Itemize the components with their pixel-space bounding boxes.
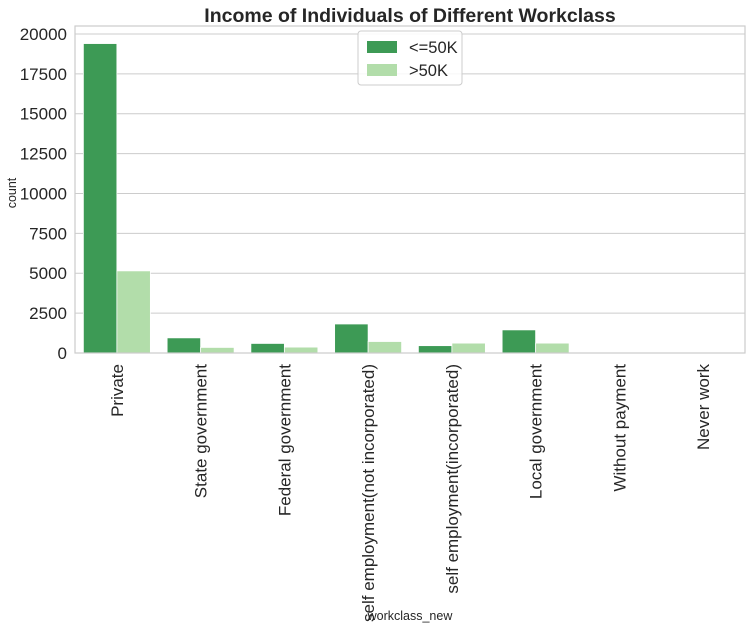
x-tick-label: Without payment: [610, 364, 629, 492]
y-tick-label: 20000: [20, 25, 67, 44]
bars: [82, 43, 704, 354]
legend: <=50K >50K: [357, 30, 463, 86]
y-axis-ticks: 0 2500 5000 7500 10000 12500 15000 17500 20000: [20, 25, 67, 363]
y-tick-label: 2500: [29, 304, 67, 323]
chart-title: Income of Individuals of Different Workc…: [204, 5, 616, 27]
legend-swatch-le50k: [367, 41, 397, 53]
y-axis-label: count: [5, 177, 19, 208]
bar-gt50k: [451, 342, 486, 354]
legend-label-gt50k: >50K: [409, 62, 448, 80]
y-tick-label: 0: [58, 344, 67, 363]
x-tick-label: self employment(not incorporated): [359, 364, 378, 622]
legend-swatch-gt50k: [367, 64, 397, 76]
x-tick-label: State government: [192, 364, 211, 498]
y-tick-label: 15000: [20, 105, 67, 124]
bar-le50k: [82, 43, 118, 354]
y-tick-label: 5000: [29, 264, 67, 283]
y-tick-label: 10000: [20, 184, 67, 203]
bar-gt50k: [283, 346, 319, 354]
bar-le50k: [250, 343, 285, 354]
x-tick-label: Federal government: [275, 364, 294, 516]
bar-gt50k: [367, 341, 403, 354]
plot-frame: [74, 25, 746, 354]
x-tick-label: Private: [108, 364, 127, 417]
bar-gt50k: [116, 270, 151, 354]
bar-gt50k: [535, 342, 570, 354]
bar-le50k: [501, 329, 537, 354]
x-tick-label: self employment(incorporated): [443, 364, 462, 594]
x-axis-label: workclass_new: [367, 609, 454, 623]
legend-label-le50k: <=50K: [409, 39, 458, 57]
y-tick-label: 12500: [20, 145, 67, 164]
x-tick-label: Never work: [694, 364, 713, 450]
x-axis-ticks: Private State government Federal governmen…: [108, 364, 713, 622]
x-tick-label: Local government: [527, 364, 546, 499]
bar-le50k: [334, 323, 369, 354]
bar-le50k: [417, 345, 453, 354]
bar-gt50k: [200, 347, 235, 354]
y-tick-label: 7500: [29, 224, 67, 243]
bar-le50k: [166, 337, 202, 354]
y-tick-label: 17500: [20, 65, 67, 84]
